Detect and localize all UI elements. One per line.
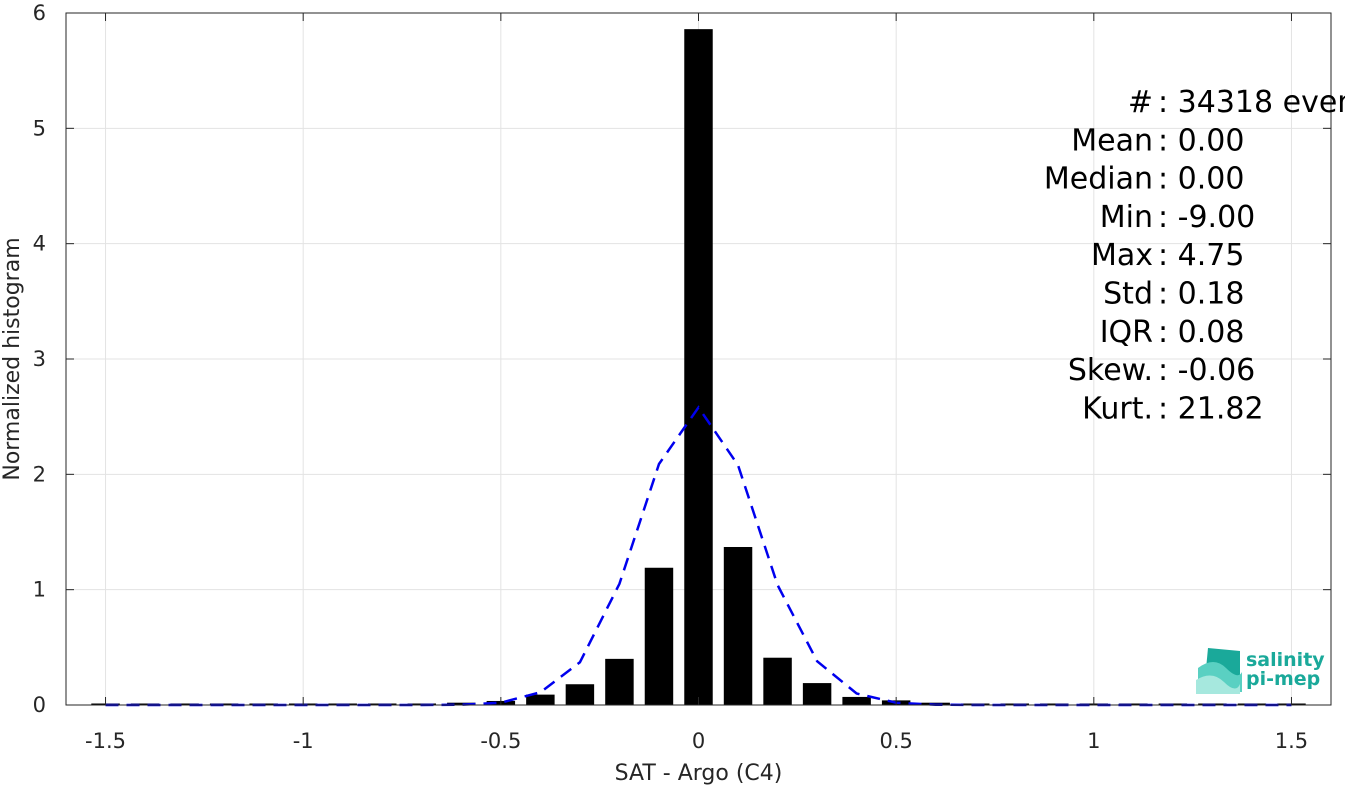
stat-label: Skew. [1068, 353, 1153, 388]
histogram-bar [130, 703, 160, 705]
histogram-bar [565, 684, 595, 705]
x-tick-label: 0.5 [879, 729, 912, 753]
y-tick-label: 2 [33, 462, 46, 486]
stat-label: Std [1103, 277, 1153, 312]
salinity-pimep-logo: salinity pi-mep [1196, 648, 1325, 694]
x-tick-label: -1 [293, 729, 314, 753]
y-tick-label: 0 [33, 693, 46, 717]
stat-label: Max [1091, 238, 1153, 273]
histogram-bar [763, 657, 792, 705]
x-tick-label: 1.5 [1275, 729, 1308, 753]
y-tick-label: 6 [33, 1, 46, 25]
stat-value: : 0.08 [1158, 315, 1244, 350]
x-tick-label: 1 [1087, 729, 1100, 753]
x-tick-label: -0.5 [480, 729, 521, 753]
stat-value: : -9.00 [1158, 200, 1255, 235]
histogram-bar [447, 702, 476, 705]
stat-value: : -0.06 [1158, 353, 1255, 388]
stat-label: Kurt. [1082, 391, 1153, 426]
stat-label: Min [1100, 200, 1153, 235]
histogram-bar [723, 546, 753, 705]
stat-value: : 4.75 [1158, 238, 1244, 273]
stat-label: Median [1044, 162, 1153, 197]
x-tick-label: -1.5 [85, 729, 126, 753]
axis-ticks: -1.5 -1 -0.5 0 0.5 1 1.5 0 1 2 3 4 5 6 [33, 1, 1331, 753]
histogram-bar [170, 703, 199, 705]
histogram-bar [1119, 703, 1148, 705]
stat-label: # [1128, 85, 1153, 120]
histogram-bar [842, 696, 871, 705]
logo-text-salinity: salinity [1246, 649, 1325, 671]
histogram-bar [1040, 703, 1069, 705]
histogram-bar [684, 29, 713, 705]
histogram-bar [526, 694, 555, 705]
x-tick-label: 0 [692, 729, 705, 753]
stat-value: : 34318 events [1158, 85, 1345, 120]
wave-icon [1196, 648, 1242, 694]
histogram-bars [91, 29, 1306, 705]
stat-label: Mean [1071, 123, 1153, 158]
logo-text-pimep: pi-mep [1246, 668, 1320, 690]
x-axis-label: SAT - Argo (C4) [615, 761, 783, 786]
stat-value: : 21.82 [1158, 391, 1264, 426]
y-tick-label: 4 [33, 232, 46, 256]
histogram-bar [644, 567, 674, 705]
histogram-bar [802, 683, 832, 705]
histogram-bar [605, 658, 634, 705]
stat-value: : 0.18 [1158, 277, 1244, 312]
y-tick-label: 5 [33, 116, 46, 140]
y-axis-label: Normalized histogram [0, 237, 25, 480]
stat-value: : 0.00 [1158, 123, 1244, 158]
histogram-bar [209, 703, 239, 705]
stat-value: : 0.00 [1158, 162, 1244, 197]
y-tick-label: 1 [33, 578, 46, 602]
stat-label: IQR [1100, 315, 1153, 350]
y-tick-label: 3 [33, 347, 46, 371]
